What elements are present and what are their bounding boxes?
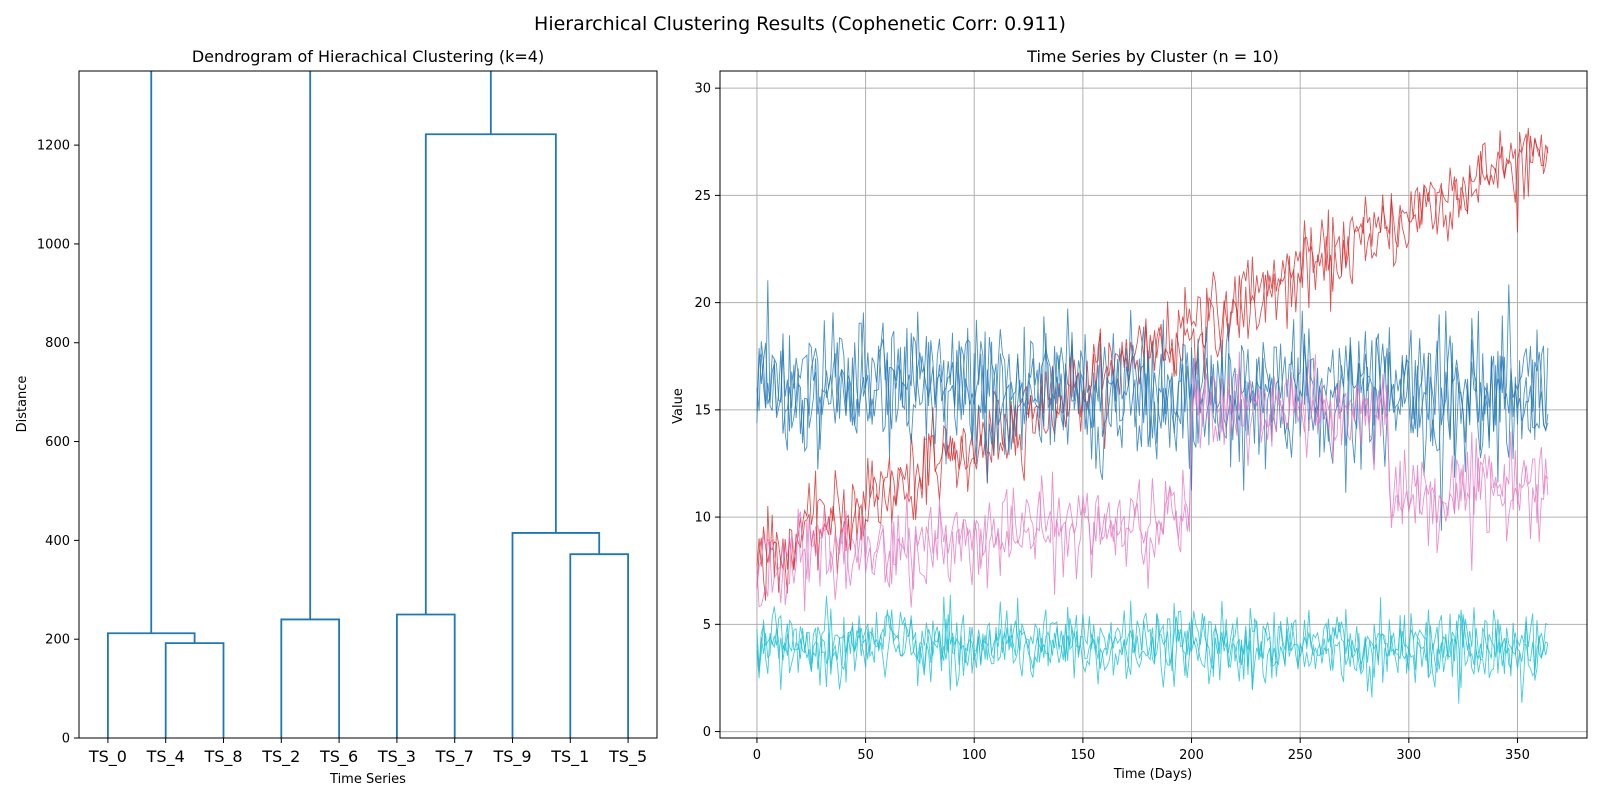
dendrogram-ylabel: Distance <box>15 376 30 433</box>
dendrogram-link-ts9-group <box>511 532 601 738</box>
dendrogram-leaf-label: TS_0 <box>88 747 127 767</box>
dendrogram-link-ts4-ts8 <box>164 642 225 738</box>
dendrogram-ytick-label: 1200 <box>37 139 70 154</box>
timeseries-grid: 0 50 100 150 200 250 300 350 0 5 10 15 20 25 30 <box>694 71 1587 763</box>
timeseries-axes-frame <box>719 70 1588 739</box>
dendrogram-link-ts3-ts7 <box>396 613 456 738</box>
dendrogram-ytick-label: 400 <box>45 534 70 549</box>
timeseries-ytick-label: 20 <box>694 296 711 311</box>
timeseries-xtick-label: 300 <box>1396 748 1421 763</box>
dendrogram-ytick-label: 600 <box>45 435 70 450</box>
timeseries-ytick-label: 5 <box>703 618 711 633</box>
dendrogram-leaf-label: TS_5 <box>608 747 647 767</box>
timeseries-ytick-label: 0 <box>703 725 711 740</box>
timeseries-xtick-label: 250 <box>1288 748 1313 763</box>
dendrogram-axes-frame <box>78 70 658 739</box>
dendrogram-panel: Dendrogram of Hierachical Clustering (k=… <box>15 47 658 787</box>
timeseries-ytick-label: 10 <box>694 511 711 526</box>
dendrogram-ytick-label: 0 <box>62 732 70 747</box>
dendrogram-leaf-label: TS_4 <box>146 747 185 767</box>
dendrogram-ticks: 0 200 400 600 800 1000 1200 TS_0 TS_4 TS_8 TS_2 TS_… <box>37 139 647 767</box>
timeseries-xtick-label: 100 <box>962 748 987 763</box>
dendrogram-leaf-label: TS_8 <box>203 747 242 767</box>
dendrogram-leaf-label: TS_1 <box>550 747 589 767</box>
timeseries-ytick-label: 30 <box>694 82 711 97</box>
timeseries-line-cluster-4 <box>756 596 1549 703</box>
dendrogram-leaf-label: TS_7 <box>435 747 474 767</box>
dendrogram-ytick-label: 200 <box>45 633 70 648</box>
dendrogram-links <box>107 71 629 738</box>
dendrogram-xlabel: Time Series <box>329 772 406 787</box>
dendrogram-title: Dendrogram of Hierachical Clustering (k=… <box>192 47 544 66</box>
timeseries-line-cluster-3 <box>756 351 1549 608</box>
timeseries-xtick-label: 350 <box>1505 748 1530 763</box>
dendrogram-ytick-label: 800 <box>45 336 70 351</box>
dendrogram-link-ts2-ts6 <box>280 618 340 738</box>
timeseries-ylabel: Value <box>671 388 686 424</box>
timeseries-xtick-label: 50 <box>857 748 874 763</box>
timeseries-line-cluster-4 <box>756 597 1549 704</box>
timeseries-ytick-label: 25 <box>694 189 711 204</box>
dendrogram-link-ts0-group <box>107 632 196 738</box>
timeseries-line-cluster-3 <box>756 372 1549 612</box>
dendrogram-leaf-label: TS_6 <box>319 747 358 767</box>
timeseries-xtick-label: 0 <box>753 748 761 763</box>
dendrogram-leaf-label: TS_9 <box>492 747 531 767</box>
dendrogram-leaf-label: TS_2 <box>261 747 300 767</box>
timeseries-line-cluster-4 <box>756 594 1549 698</box>
timeseries-lines <box>756 127 1549 704</box>
timeseries-xtick-label: 200 <box>1179 748 1204 763</box>
dendrogram-leaf-label: TS_3 <box>377 747 416 767</box>
figure-suptitle: Hierarchical Clustering Results (Cophene… <box>534 13 1066 35</box>
timeseries-ytick-label: 15 <box>694 403 711 418</box>
timeseries-panel: Time Series by Cluster (n = 10) 0 50 100 15… <box>671 47 1588 782</box>
timeseries-line-cluster-2 <box>756 311 1549 470</box>
timeseries-title: Time Series by Cluster (n = 10) <box>1026 47 1279 66</box>
timeseries-xlabel: Time (Days) <box>1113 767 1193 782</box>
dendrogram-ytick-label: 1000 <box>37 237 70 252</box>
timeseries-line-cluster-1 <box>756 127 1549 601</box>
dendrogram-link-ts1-ts5 <box>569 553 629 738</box>
dendrogram-link-right-group <box>424 133 557 615</box>
timeseries-xtick-label: 150 <box>1070 748 1095 763</box>
